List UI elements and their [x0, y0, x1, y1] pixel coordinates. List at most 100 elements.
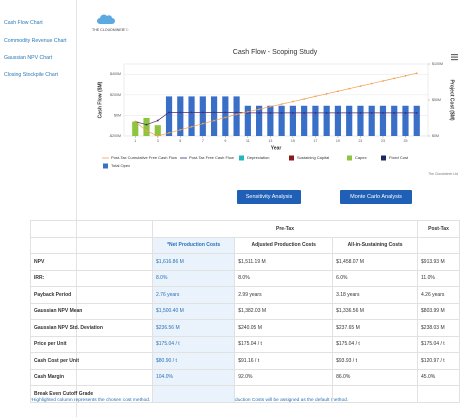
chart: THE CLOUDMINER LTD Cash Flow - Scoping S… — [92, 14, 458, 176]
line-point — [156, 119, 159, 122]
line-point — [404, 111, 407, 114]
legend-swatch — [381, 155, 386, 161]
bar — [413, 105, 420, 136]
table-cell: 92.0% — [234, 368, 334, 386]
legend-swatch — [239, 155, 244, 161]
line-point — [156, 135, 159, 137]
line-point — [280, 111, 283, 114]
table-cell: $803.99 M — [417, 302, 460, 320]
bar — [165, 96, 173, 136]
line-point — [235, 111, 238, 114]
table-cell: $238.03 M — [417, 319, 460, 337]
table-subheader-row: *Net Production Costs Adjusted Production… — [30, 236, 460, 254]
y-tick-label: -$200M — [109, 134, 121, 138]
line-point — [235, 113, 238, 116]
bar — [244, 105, 251, 136]
sidebar-link[interactable]: Gaussian NPV Chart — [4, 55, 53, 61]
bar — [143, 118, 150, 136]
legend-label: Post-Tax Free Cash Flow — [189, 155, 234, 160]
line-point — [145, 123, 148, 126]
sidebar-link[interactable]: Cash Flow Chart — [4, 20, 43, 26]
line-point — [168, 111, 170, 114]
bar — [267, 105, 274, 136]
bar — [233, 96, 240, 136]
line-point — [314, 111, 317, 114]
row-label: NPV — [30, 253, 153, 271]
line-point — [348, 111, 351, 114]
header-cell — [30, 220, 153, 238]
bar — [154, 125, 161, 136]
line-point — [314, 95, 317, 98]
bar — [323, 105, 330, 136]
bar — [402, 105, 409, 136]
line-point — [258, 111, 261, 114]
sidebar-link[interactable]: Commodity Revenue Chart — [4, 38, 67, 44]
line-point — [213, 111, 215, 114]
bar — [210, 96, 218, 136]
line-point — [258, 108, 261, 111]
x-tick-label: 1 — [134, 139, 136, 143]
results-table: Pre-Tax Post-Tax *Net Production Costs Adju… — [30, 220, 460, 403]
table-row: Cash Margin 104.0% 92.0% 86.0% 45.0% — [30, 368, 460, 386]
line-point — [382, 111, 384, 114]
line-point — [291, 100, 294, 103]
line-point — [359, 111, 362, 114]
header-cell — [30, 236, 153, 254]
button[interactable]: Sensitivity Analysis — [237, 190, 301, 204]
y-tick-label: $200M — [110, 93, 121, 97]
table-cell — [332, 385, 419, 403]
group-header: Pre-Tax — [151, 220, 419, 238]
legend-label: Post-Tax Cumulative Free Cash Flow — [111, 155, 177, 160]
line-point — [280, 103, 283, 106]
table-cell: 2.76 years — [151, 286, 236, 304]
chart-title: Cash Flow - Scoping Study — [233, 49, 318, 56]
bar — [391, 105, 398, 136]
y2-tick-label: $100M — [432, 62, 443, 66]
line-point — [393, 111, 396, 114]
sidebar: Cash Flow Chart Commodity Revenue Chart Ga… — [0, 0, 77, 417]
line-point — [337, 90, 339, 93]
header-cell — [417, 236, 460, 254]
table-cell: 45.0% — [417, 368, 460, 386]
x-tick-label: 15 — [291, 139, 295, 143]
x-tick-label: 19 — [336, 139, 340, 143]
table-row: Cash Cost per Unit $80.90 / t $91.16 / t $9… — [30, 352, 460, 370]
table-cell: $240.05 M — [234, 319, 334, 337]
row-label: Price per Unit — [30, 335, 153, 353]
x-tick-label: 7 — [202, 139, 204, 143]
line-point — [246, 110, 249, 113]
line-point — [325, 111, 328, 114]
line-point — [303, 111, 306, 114]
logo-name: THE CLOUDMINER — [92, 28, 125, 32]
row-label: IRR: — [30, 269, 153, 287]
line-point — [303, 98, 306, 100]
menu-icon[interactable] — [451, 54, 458, 61]
line-point — [201, 122, 204, 125]
line-point — [291, 111, 294, 114]
legend-swatch — [289, 155, 294, 161]
bar — [177, 96, 184, 136]
button[interactable]: Monte Carlo Analysis — [340, 190, 412, 204]
line-point — [269, 111, 272, 114]
bar — [278, 105, 285, 136]
sidebar-link[interactable]: Closing Stockpile Chart — [4, 72, 58, 78]
table-row: Gaussian NPV Mean $1,500.40 M $1,382.03 M $… — [30, 302, 460, 320]
table-row: Price per Unit $175.04 / t $175.04 / t $175… — [30, 335, 460, 353]
line-point — [201, 111, 204, 114]
line-point — [190, 125, 193, 128]
bar — [256, 105, 263, 136]
x-tick-label: 5 — [179, 139, 181, 143]
table-cell: 8.0% — [234, 269, 334, 287]
table-row: Break Even Cutoff Grade — [30, 385, 460, 403]
x-tick-label: 23 — [381, 139, 385, 143]
legend-swatch — [347, 155, 352, 161]
bar — [222, 96, 229, 136]
bar — [346, 105, 353, 136]
table-row: IRR: 8.0% 8.0% 6.0% 11.0% — [30, 269, 460, 287]
table-cell: $1,511.19 M — [234, 253, 334, 271]
table-cell: 8.0% — [151, 269, 236, 287]
legend-label: Total Opex — [111, 163, 130, 168]
table-cell: $80.90 / t — [151, 352, 236, 370]
line-point — [190, 111, 193, 114]
table-cell: $1,500.40 M — [151, 302, 236, 320]
